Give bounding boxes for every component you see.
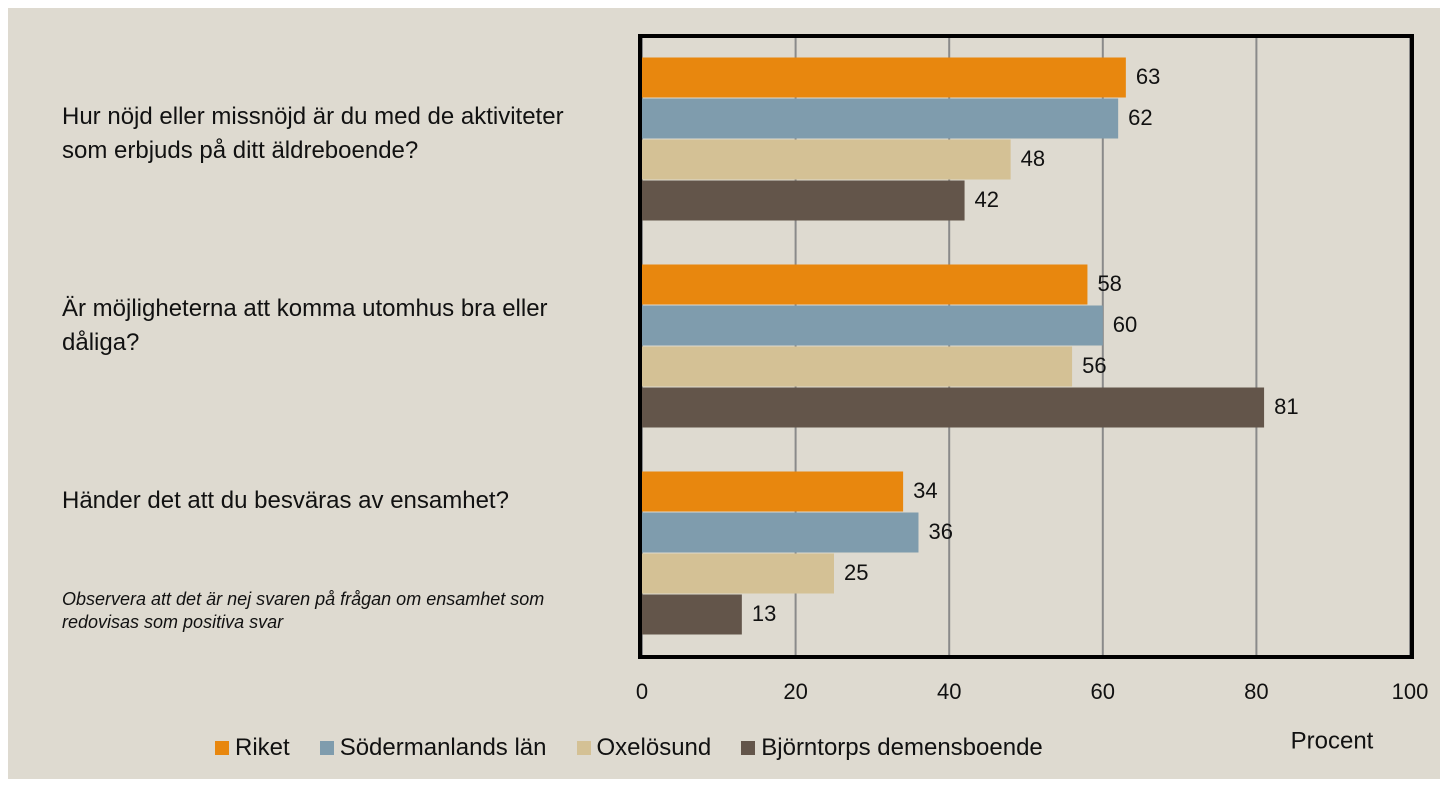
value-label: 58 xyxy=(1097,271,1121,296)
legend-label: Björntorps demensboende xyxy=(761,734,1043,761)
legend-label: Oxelösund xyxy=(596,734,712,761)
legend-swatch xyxy=(576,741,591,755)
legend-item: Södermanlands län xyxy=(319,734,547,762)
value-label: 81 xyxy=(1274,394,1298,419)
category-label: Är möjligheterna att komma utomhus bra e… xyxy=(62,295,548,356)
legend-swatch xyxy=(319,741,334,755)
x-tick-label: 40 xyxy=(937,679,961,704)
x-axis-label: Procent xyxy=(1291,727,1374,754)
value-label: 56 xyxy=(1082,353,1106,378)
plot-frame xyxy=(638,34,1414,659)
value-label: 25 xyxy=(844,560,868,585)
bar xyxy=(642,387,1265,428)
bar xyxy=(642,305,1103,346)
x-tick-label: 20 xyxy=(783,679,807,704)
bar xyxy=(642,594,742,635)
x-tick-label: 100 xyxy=(1392,679,1429,704)
value-label: 62 xyxy=(1128,105,1152,130)
annotation: Observera att det är nej svaren på fråga… xyxy=(62,589,545,632)
legend-swatch xyxy=(741,741,756,755)
legend-label: Södermanlands län xyxy=(339,734,547,761)
x-tick-label: 0 xyxy=(636,679,648,704)
legend-item: Björntorps demensboende xyxy=(741,734,1043,762)
legend-swatch xyxy=(215,741,229,755)
value-label: 63 xyxy=(1136,64,1160,89)
bar xyxy=(642,553,834,594)
legend-item: Riket xyxy=(215,734,290,762)
bar xyxy=(642,346,1073,387)
value-label: 42 xyxy=(975,187,999,212)
category-label: Händer det att du besväras av ensamhet? xyxy=(62,487,509,514)
value-label: 13 xyxy=(752,601,776,626)
bar xyxy=(642,57,1126,98)
category-label: Hur nöjd eller missnöjd är du med de akt… xyxy=(62,103,564,164)
bar xyxy=(642,471,904,512)
x-tick-label: 60 xyxy=(1091,679,1115,704)
bar xyxy=(642,139,1011,180)
bar xyxy=(642,180,965,221)
value-label: 36 xyxy=(928,519,952,544)
legend-item: Oxelösund xyxy=(576,734,712,762)
legend-label: Riket xyxy=(235,734,290,761)
bar xyxy=(642,512,919,553)
value-label: 48 xyxy=(1021,146,1045,171)
legend: Riket Södermanlands län Oxelösund Björntorp… xyxy=(215,734,1073,762)
x-tick-label: 80 xyxy=(1244,679,1268,704)
value-label: 34 xyxy=(913,478,937,503)
value-label: 60 xyxy=(1113,312,1137,337)
bar xyxy=(642,264,1088,305)
bar xyxy=(642,98,1119,139)
